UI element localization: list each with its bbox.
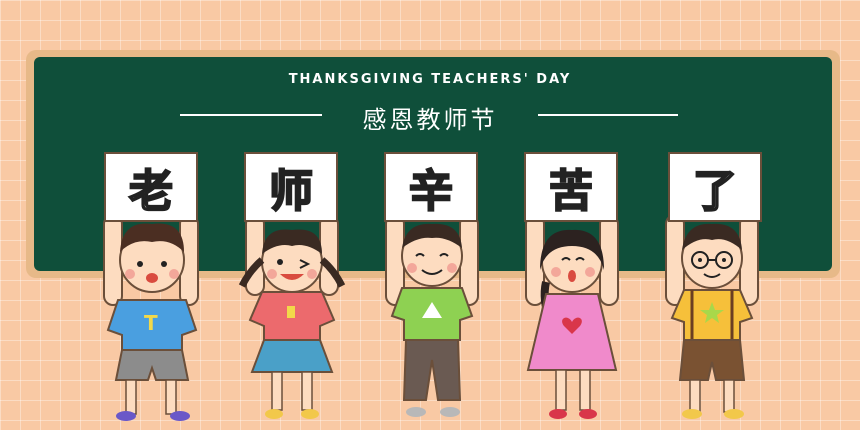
sign-char-5: 了	[692, 165, 738, 218]
sign-char-1: 老	[128, 165, 174, 218]
kid-girl-red-shirt	[232, 190, 352, 430]
kid-boy-blue-shirt: T	[92, 190, 212, 430]
title-divider-left	[180, 114, 322, 116]
sign-card-4: 苦	[524, 152, 618, 222]
sign-card-5: 了	[668, 152, 762, 222]
sign-char-4: 苦	[548, 165, 594, 218]
page-title: 感恩教师节	[362, 106, 498, 134]
sign-char-2: 师	[268, 165, 314, 218]
kid-boy-green-shirt	[372, 190, 492, 430]
sign-card-1: 老	[104, 152, 198, 222]
sign-card-3: 辛	[384, 152, 478, 222]
kid-girl-pink-dress	[512, 190, 632, 430]
kid-boy-yellow-shirt-glasses	[652, 190, 772, 430]
sign-card-2: 师	[244, 152, 338, 222]
sign-char-3: 辛	[408, 165, 454, 218]
subtitle: THANKSGIVING TEACHERS' DAY	[288, 72, 572, 87]
title-divider-right	[538, 114, 678, 116]
svg-text:T: T	[144, 311, 158, 335]
